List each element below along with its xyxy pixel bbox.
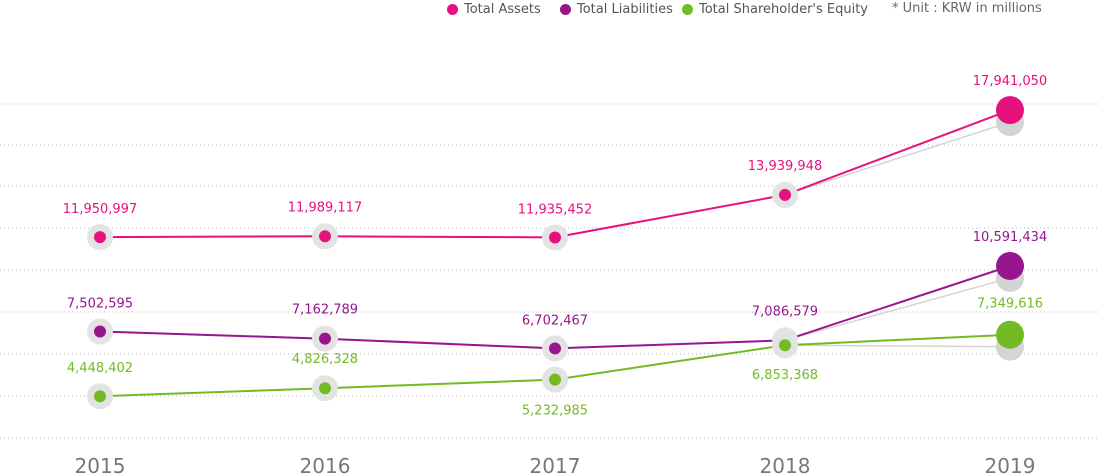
data-point-total-shareholder-s-equity-2019[interactable] (996, 320, 1024, 349)
value-label-total-liabilities-2017: 6,702,467 (522, 313, 588, 328)
value-label-total-assets-2016: 11,989,117 (288, 200, 362, 215)
data-point-total-shareholder-s-equity-2016[interactable] (312, 375, 338, 402)
data-point-total-liabilities-2017[interactable] (542, 335, 568, 362)
data-point-total-liabilities-2015[interactable] (87, 318, 113, 345)
value-label-total-shareholder-s-equity-2017: 5,232,985 (522, 404, 588, 419)
value-label-total-liabilities-2018: 7,086,579 (752, 304, 818, 319)
point-marker (549, 231, 561, 244)
data-point-total-assets-2018[interactable] (772, 181, 798, 208)
value-label-total-shareholder-s-equity-2015: 4,448,402 (67, 361, 133, 376)
data-point-total-liabilities-2019[interactable] (996, 251, 1024, 280)
data-point-total-assets-2019[interactable] (996, 96, 1024, 125)
series-points (87, 96, 1024, 410)
point-marker (549, 342, 561, 355)
data-point-total-liabilities-2016[interactable] (312, 325, 338, 352)
legend-label-total-assets: Total Assets (464, 1, 541, 17)
data-point-total-shareholder-s-equity-2015[interactable] (87, 383, 113, 410)
unit-note: * Unit : KRW in millions (892, 1, 1042, 16)
shadow-line-total-assets (784, 121, 1011, 196)
point-marker (779, 188, 791, 201)
x-tick-label-2016: 2016 (300, 454, 351, 476)
point-marker (319, 382, 331, 395)
value-label-total-assets-2015: 11,950,997 (63, 202, 137, 217)
legend-item-total-liabilities[interactable]: Total Liabilities (560, 0, 673, 18)
data-point-total-shareholder-s-equity-2017[interactable] (542, 366, 568, 393)
value-label-total-liabilities-2019: 10,591,434 (973, 230, 1047, 245)
shadow-line-total-shareholder-s-equity (784, 344, 1011, 348)
data-point-total-assets-2015[interactable] (87, 224, 113, 251)
legend-dot-total-equity (682, 3, 693, 15)
x-tick-label-2019: 2019 (985, 454, 1036, 476)
shadow-line-total-liabilities (784, 277, 1011, 342)
x-tick-label-2017: 2017 (530, 454, 581, 476)
chart-legend: Total Assets Total Liabilities Total Sha… (0, 0, 1100, 20)
point-marker (319, 332, 331, 345)
point-marker (94, 325, 106, 338)
value-label-total-liabilities-2015: 7,502,595 (67, 296, 133, 311)
value-label-total-shareholder-s-equity-2018: 6,853,368 (752, 368, 818, 383)
value-label-total-assets-2017: 11,935,452 (518, 202, 592, 217)
x-tick-label-2018: 2018 (760, 454, 811, 476)
point-marker (549, 373, 561, 386)
value-label-total-liabilities-2016: 7,162,789 (292, 303, 358, 318)
value-label-total-shareholder-s-equity-2019: 7,349,616 (977, 297, 1043, 312)
legend-item-total-equity[interactable]: Total Shareholder's Equity (682, 0, 868, 18)
series-line-total-assets (99, 109, 1011, 239)
data-point-total-assets-2016[interactable] (312, 223, 338, 250)
point-marker-latest (996, 251, 1024, 280)
value-label-total-assets-2018: 13,939,948 (748, 159, 822, 174)
legend-label-total-equity: Total Shareholder's Equity (699, 1, 868, 17)
point-marker (779, 339, 791, 352)
x-axis: 2015 2016 2017 2018 2019 (75, 454, 1036, 476)
data-point-total-assets-2017[interactable] (542, 224, 568, 251)
value-label-total-shareholder-s-equity-2016: 4,826,328 (292, 352, 358, 367)
legend-item-total-assets[interactable]: Total Assets (447, 0, 541, 18)
legend-dot-total-liabilities (560, 3, 571, 15)
point-marker (319, 230, 331, 243)
data-point-total-shareholder-s-equity-2018[interactable] (772, 332, 798, 359)
point-marker (94, 390, 106, 403)
x-tick-label-2015: 2015 (75, 454, 126, 476)
point-marker (94, 231, 106, 244)
point-marker-latest (996, 320, 1024, 349)
point-marker-latest (996, 96, 1024, 125)
legend-dot-total-assets (447, 3, 458, 15)
value-label-total-assets-2019: 17,941,050 (973, 74, 1047, 89)
value-labels: 11,950,997 11,989,117 11,935,452 13,939,948… (63, 74, 1047, 419)
legend-label-total-liabilities: Total Liabilities (577, 1, 673, 17)
